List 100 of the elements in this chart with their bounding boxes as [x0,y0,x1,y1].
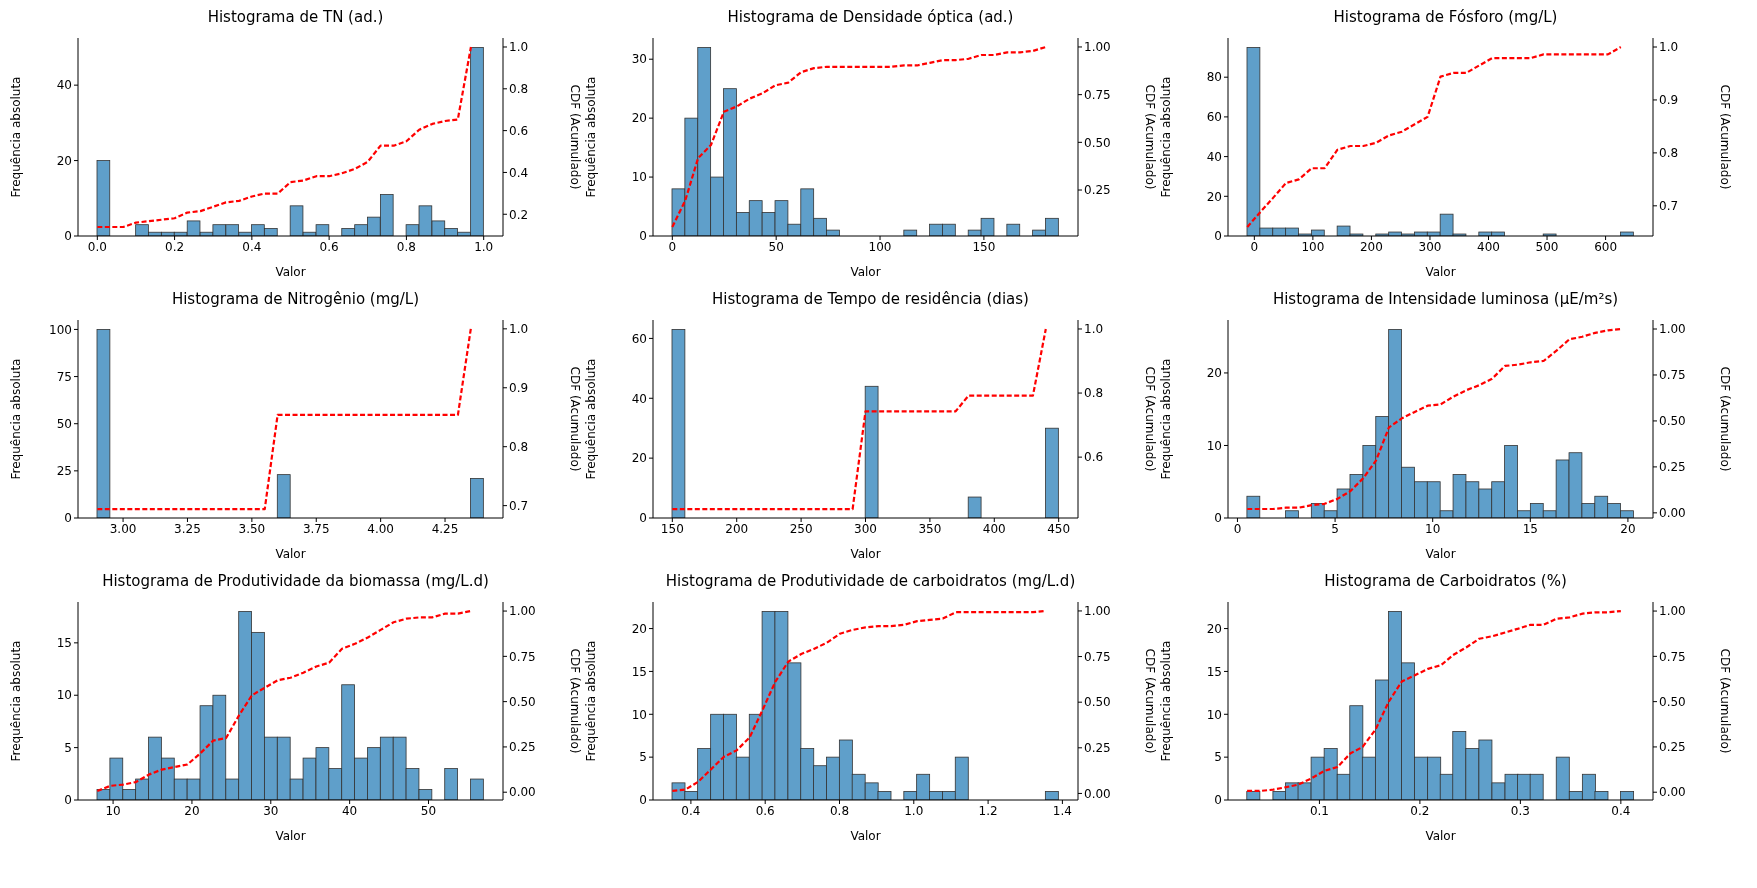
x-tick-label: 0.1 [1309,803,1329,818]
x-tick-label: 0.4 [1611,803,1631,818]
chart-title: Histograma de Carboidratos (%) [1323,572,1568,592]
y-tick-label: 75 [56,369,72,384]
y2-axis-title: CDF (Acumulado) [1717,648,1732,754]
y-tick-label: 15 [631,664,647,679]
y-tick-label: 20 [1206,366,1222,381]
y-tick-label: 80 [1206,70,1222,85]
x-tick-label: 0.2 [1410,803,1430,818]
x-tick-label: 50 [420,803,437,818]
y-tick-label: 0 [1214,511,1222,526]
y-tick-label: 0 [64,793,72,808]
y2-tick-label: 0.8 [1084,386,1104,401]
x-tick-label: 0 [1233,521,1242,536]
y2-tick-label: 1.00 [1084,604,1111,619]
x-axis-title: Valor [850,547,881,561]
y2-tick-label: 0.75 [1659,649,1686,664]
x-tick-label: 10 [105,803,121,818]
y2-tick-label: 0.75 [509,649,536,664]
x-tick-label: 4.00 [367,521,395,536]
y2-tick-label: 1.0 [509,322,529,337]
x-tick-label: 0 [1250,239,1259,254]
x-tick-label: 150 [972,239,996,254]
y-tick-label: 40 [631,391,647,406]
x-tick-label: 3.75 [302,521,330,536]
y2-tick-label: 1.0 [509,40,529,55]
x-tick-label: 0 [668,239,677,254]
y-tick-label: 0 [1214,793,1222,808]
y2-tick-label: 1.00 [1659,604,1686,619]
x-tick-label: 300 [1418,239,1442,254]
x-tick-label: 0.6 [755,803,775,818]
y2-tick-label: 1.0 [1659,40,1679,55]
y-tick-label: 10 [1206,707,1222,722]
y2-tick-label: 0.6 [1084,450,1104,465]
y2-tick-label: 0.50 [1659,694,1686,709]
y-tick-label: 20 [1206,621,1222,636]
x-axis-title: Valor [275,265,306,279]
chart-title: Histograma de Nitrogênio (mg/L) [170,290,421,310]
y2-tick-label: 0.25 [1659,460,1686,475]
y2-axis-title: CDF (Acumulado) [1717,366,1732,472]
y2-tick-label: 0.50 [1084,695,1111,710]
y2-tick-label: 0.50 [1084,135,1111,150]
y-tick-label: 10 [56,688,72,703]
x-tick-label: 0.8 [829,803,850,818]
y2-tick-label: 1.0 [1084,322,1104,337]
x-axis-title: Valor [1425,547,1456,561]
x-tick-label: 500 [1535,239,1559,254]
x-tick-label: 0.2 [165,239,185,254]
y2-tick-label: 0.50 [1659,414,1686,429]
y-axis-title: Frequência absoluta [584,76,599,198]
y-tick-label: 15 [56,636,72,651]
x-tick-label: 400 [1477,239,1500,254]
y-axis-title: Frequência absoluta [1159,76,1174,198]
y-tick-label: 40 [1206,149,1222,164]
y2-axis-title: CDF (Acumulado) [567,648,582,754]
chart-title: Histograma de TN (ad.) [206,8,385,28]
y2-tick-label: 0.7 [509,498,529,513]
y-tick-label: 10 [631,170,647,185]
y2-tick-label: 0.00 [1659,506,1686,521]
x-tick-label: 0.4 [242,239,262,254]
y2-axis-title: CDF (Acumulado) [567,84,582,190]
y-axis-title: Frequência absoluta [584,358,599,480]
y2-tick-label: 0.00 [509,785,536,800]
y-axis-title: Frequência absoluta [9,76,24,198]
y2-tick-label: 0.2 [509,207,529,222]
y-tick-label: 0 [64,511,72,526]
x-axis-title: Valor [850,265,881,279]
x-axis-title: Valor [275,829,306,843]
chart-title: Histograma de Produtividade de carboidratos (mg/L.d) [664,572,1077,592]
chart-title: Histograma de Tempo de residência (dias) [711,290,1030,310]
y2-tick-label: 0.00 [1659,785,1686,800]
x-tick-label: 0.0 [87,239,107,254]
y-tick-label: 40 [56,78,72,93]
x-axis-title: Valor [275,547,306,561]
x-tick-label: 20 [1620,521,1636,536]
y2-axis-title: CDF (Acumulado) [1717,84,1732,190]
x-tick-label: 350 [918,521,942,536]
x-tick-label: 40 [342,803,358,818]
x-tick-label: 600 [1594,239,1618,254]
y2-axis-title: CDF (Acumulado) [1142,366,1157,472]
x-tick-label: 100 [1301,239,1325,254]
y2-tick-label: 0.9 [1659,93,1679,108]
y-tick-label: 25 [56,464,72,479]
y-tick-label: 20 [631,451,647,466]
y-axis-title: Frequência absoluta [1159,358,1174,480]
x-tick-label: 450 [1047,521,1071,536]
y-tick-label: 0 [1214,229,1222,244]
y-axis-title: Frequência absoluta [584,640,599,762]
y2-tick-label: 0.7 [1659,199,1679,214]
chart-title: Histograma de Intensidade luminosa (µE/m²s) [1271,290,1620,310]
x-tick-label: 5 [1331,521,1339,536]
y2-tick-label: 0.75 [1659,368,1686,383]
y-tick-label: 60 [1206,110,1222,125]
y2-axis-title: CDF (Acumulado) [1142,84,1157,190]
y2-tick-label: 0.25 [1084,183,1111,198]
y2-tick-label: 0.4 [509,165,529,180]
y2-tick-label: 0.25 [1084,741,1111,756]
y-tick-label: 10 [631,707,647,722]
y-tick-label: 0 [639,793,647,808]
x-tick-label: 150 [660,521,684,536]
